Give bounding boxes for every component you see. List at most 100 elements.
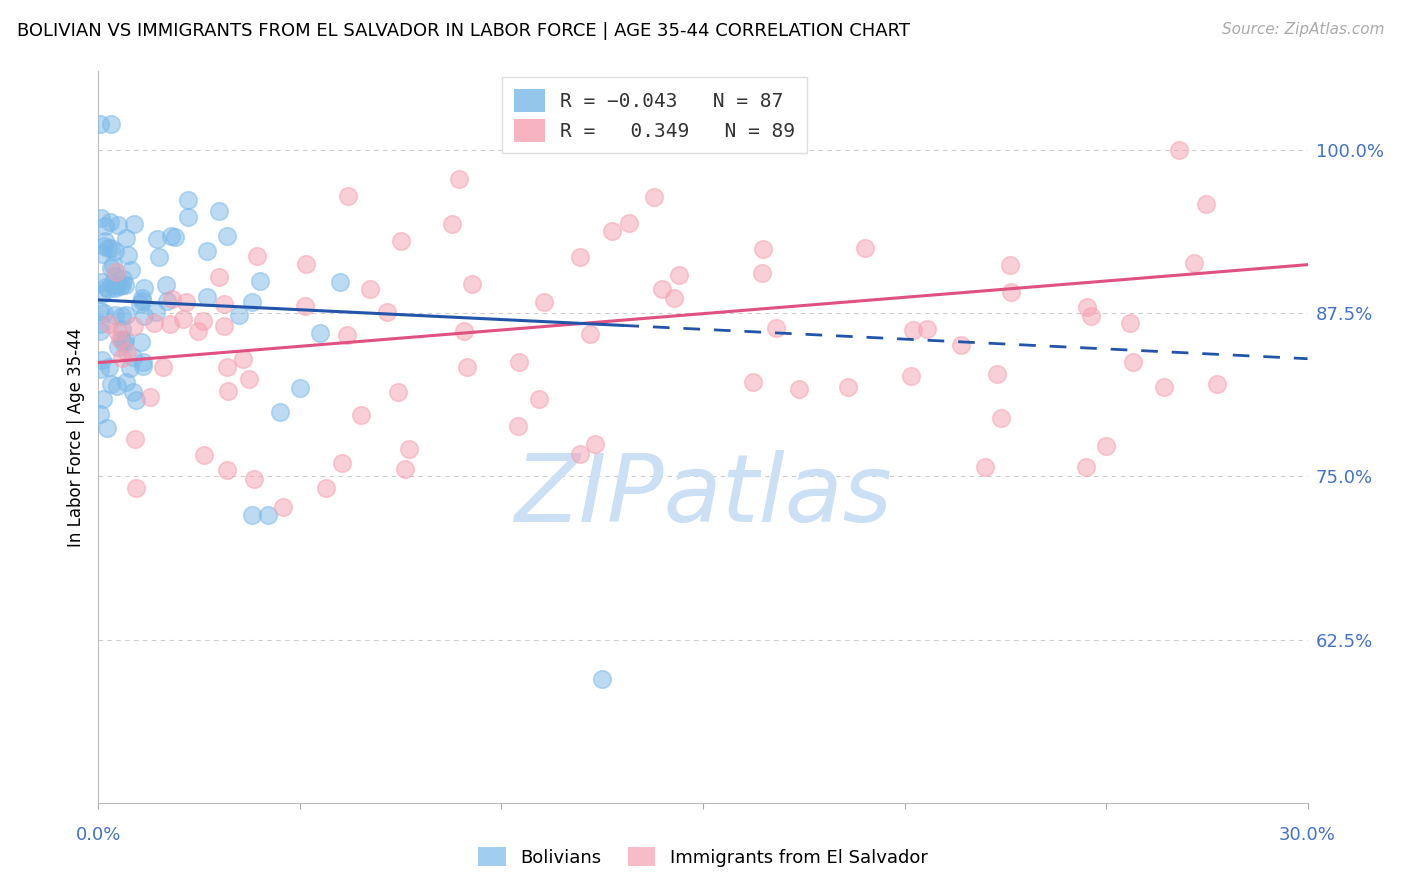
- Point: [177, 193, 200, 207]
- Point: [387, 385, 409, 400]
- Point: [111, 333, 134, 347]
- Point: [742, 376, 765, 390]
- Point: [155, 277, 177, 292]
- Point: [90, 353, 112, 368]
- Point: [112, 271, 135, 285]
- Point: [240, 295, 263, 310]
- Point: [294, 257, 316, 271]
- Point: [1184, 256, 1206, 270]
- Point: [249, 274, 271, 288]
- Point: [96, 421, 118, 435]
- Point: [288, 381, 311, 395]
- Point: [217, 229, 239, 244]
- Point: [107, 340, 129, 354]
- Point: [453, 324, 475, 338]
- Point: [132, 281, 155, 295]
- Point: [315, 481, 337, 495]
- Point: [134, 309, 156, 323]
- Point: [990, 411, 1012, 425]
- Point: [100, 117, 122, 131]
- Point: [359, 282, 381, 296]
- Point: [93, 306, 115, 320]
- Point: [105, 379, 128, 393]
- Point: [103, 268, 125, 283]
- Point: [394, 462, 416, 476]
- Y-axis label: In Labor Force | Age 35-44: In Labor Force | Age 35-44: [66, 327, 84, 547]
- Point: [90, 211, 112, 225]
- Point: [398, 442, 420, 456]
- Point: [105, 279, 128, 293]
- Point: [160, 228, 183, 243]
- Point: [98, 318, 121, 332]
- Point: [1122, 354, 1144, 368]
- Legend: Bolivians, Immigrants from El Salvador: Bolivians, Immigrants from El Salvador: [471, 840, 935, 874]
- Point: [125, 392, 148, 407]
- Point: [901, 322, 924, 336]
- Point: [1194, 196, 1216, 211]
- Point: [461, 277, 484, 291]
- Point: [195, 244, 218, 259]
- Point: [114, 308, 136, 322]
- Point: [156, 294, 179, 309]
- Point: [174, 295, 197, 310]
- Point: [101, 258, 124, 272]
- Point: [986, 367, 1008, 381]
- Point: [1095, 439, 1118, 453]
- Point: [139, 390, 162, 404]
- Point: [591, 672, 613, 686]
- Point: [949, 338, 972, 352]
- Point: [129, 335, 152, 350]
- Point: [668, 268, 690, 282]
- Point: [240, 508, 263, 523]
- Point: [89, 362, 111, 376]
- Point: [506, 418, 529, 433]
- Point: [508, 354, 530, 368]
- Point: [125, 481, 148, 495]
- Point: [533, 295, 555, 310]
- Point: [91, 246, 114, 260]
- Point: [217, 384, 239, 398]
- Point: [375, 305, 398, 319]
- Point: [107, 274, 129, 288]
- Point: [1153, 380, 1175, 394]
- Point: [837, 379, 859, 393]
- Point: [998, 258, 1021, 272]
- Point: [90, 286, 112, 301]
- Point: [643, 190, 665, 204]
- Point: [191, 314, 214, 328]
- Point: [91, 392, 114, 406]
- Text: 30.0%: 30.0%: [1279, 826, 1336, 845]
- Point: [900, 369, 922, 384]
- Point: [187, 325, 209, 339]
- Point: [177, 210, 200, 224]
- Point: [121, 384, 143, 399]
- Point: [765, 320, 787, 334]
- Point: [89, 117, 111, 131]
- Point: [111, 351, 134, 365]
- Text: 0.0%: 0.0%: [76, 826, 121, 845]
- Point: [122, 217, 145, 231]
- Point: [569, 250, 592, 264]
- Point: [579, 326, 602, 341]
- Point: [329, 275, 352, 289]
- Point: [651, 282, 673, 296]
- Point: [208, 204, 231, 219]
- Point: [228, 309, 250, 323]
- Point: [94, 280, 117, 294]
- Point: [212, 297, 235, 311]
- Point: [337, 189, 360, 203]
- Point: [1074, 460, 1097, 475]
- Text: BOLIVIAN VS IMMIGRANTS FROM EL SALVADOR IN LABOR FORCE | AGE 35-44 CORRELATION C: BOLIVIAN VS IMMIGRANTS FROM EL SALVADOR …: [17, 22, 910, 40]
- Point: [243, 472, 266, 486]
- Point: [1080, 309, 1102, 323]
- Point: [915, 322, 938, 336]
- Point: [89, 317, 111, 331]
- Point: [93, 239, 115, 253]
- Point: [752, 242, 775, 256]
- Point: [212, 318, 235, 333]
- Point: [568, 447, 591, 461]
- Point: [124, 432, 146, 446]
- Point: [619, 216, 641, 230]
- Point: [246, 249, 269, 263]
- Point: [108, 333, 131, 347]
